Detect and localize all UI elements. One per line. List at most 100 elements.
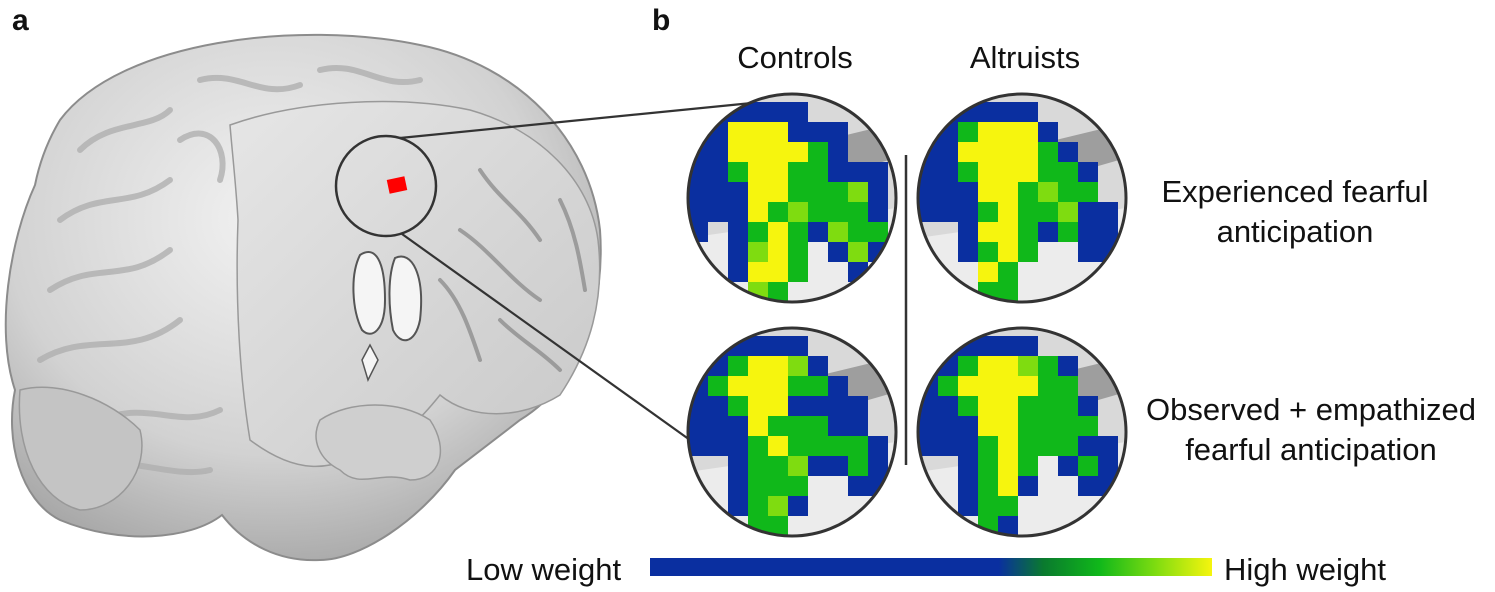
voxel (868, 456, 888, 476)
voxel (748, 222, 768, 242)
voxel (978, 102, 998, 122)
column-header-controls: Controls (737, 40, 853, 75)
row-label-experienced: Experienced fearful anticipation (1161, 174, 1429, 249)
voxel (768, 242, 788, 262)
voxel (688, 416, 708, 436)
voxel (1018, 222, 1038, 242)
voxel (848, 436, 868, 456)
voxel (768, 102, 788, 122)
voxel (978, 496, 998, 516)
voxel (748, 202, 768, 222)
voxel (938, 202, 958, 222)
voxel (1058, 396, 1078, 416)
voxel (748, 416, 768, 436)
voxel (978, 242, 998, 262)
voxel (828, 182, 848, 202)
voxel (998, 202, 1018, 222)
voxel (728, 202, 748, 222)
voxel (918, 202, 938, 222)
voxel (868, 162, 888, 182)
voxel (828, 202, 848, 222)
voxel (998, 476, 1018, 496)
voxel (958, 242, 978, 262)
voxel (938, 436, 958, 456)
voxel (998, 396, 1018, 416)
voxel (828, 222, 848, 242)
voxel (788, 436, 808, 456)
voxel (1038, 142, 1058, 162)
voxel (748, 162, 768, 182)
voxel (998, 282, 1018, 302)
voxel (1038, 222, 1058, 242)
voxel (788, 336, 808, 356)
voxel (978, 182, 998, 202)
voxel (768, 336, 788, 356)
colorbar-high-label: High weight (1224, 552, 1386, 587)
voxel (998, 496, 1018, 516)
voxel (848, 222, 868, 242)
voxel (958, 202, 978, 222)
voxel (958, 376, 978, 396)
voxel (918, 416, 938, 436)
voxel (998, 162, 1018, 182)
voxel (748, 102, 768, 122)
voxel (748, 142, 768, 162)
voxel (748, 122, 768, 142)
voxel (728, 122, 748, 142)
voxel (1018, 122, 1038, 142)
voxel (1038, 202, 1058, 222)
voxel (998, 376, 1018, 396)
voxel (728, 416, 748, 436)
voxel (708, 376, 728, 396)
voxel (748, 396, 768, 416)
voxel (808, 396, 828, 416)
voxel (828, 122, 848, 142)
voxel (958, 182, 978, 202)
voxel (978, 436, 998, 456)
voxel (1098, 456, 1118, 476)
voxel (728, 142, 748, 162)
voxel (828, 142, 848, 162)
voxel (998, 142, 1018, 162)
voxel (1058, 356, 1078, 376)
voxel (1058, 436, 1078, 456)
voxel (768, 396, 788, 416)
voxel (828, 376, 848, 396)
voxel (958, 396, 978, 416)
voxel (768, 356, 788, 376)
voxel (1018, 416, 1038, 436)
voxel (998, 436, 1018, 456)
voxel (998, 182, 1018, 202)
voxel (938, 396, 958, 416)
voxel (1018, 356, 1038, 376)
voxel (728, 162, 748, 182)
voxel (768, 282, 788, 302)
voxel (978, 262, 998, 282)
voxel (728, 182, 748, 202)
voxel (1058, 456, 1078, 476)
voxel (788, 162, 808, 182)
voxel (708, 416, 728, 436)
voxel (998, 242, 1018, 262)
voxel (978, 376, 998, 396)
voxel (768, 516, 788, 536)
voxel (808, 416, 828, 436)
voxel (1078, 436, 1098, 456)
voxel (828, 162, 848, 182)
voxel (1058, 182, 1078, 202)
voxel (998, 356, 1018, 376)
voxel (688, 182, 708, 202)
voxel (958, 476, 978, 496)
voxel (1078, 476, 1098, 496)
voxel (768, 436, 788, 456)
roi-marker (386, 176, 408, 194)
voxel (1058, 202, 1078, 222)
voxel (958, 122, 978, 142)
voxel (1058, 416, 1078, 436)
voxel (808, 376, 828, 396)
voxel (1018, 142, 1038, 162)
connector-line-top (399, 101, 753, 140)
voxel (728, 222, 748, 242)
voxel (768, 456, 788, 476)
